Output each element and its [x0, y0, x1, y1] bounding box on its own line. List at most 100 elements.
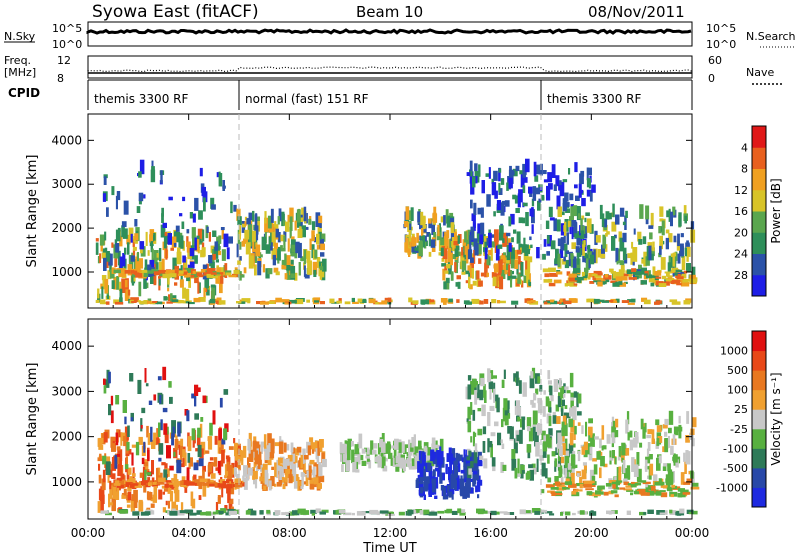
data-cell [290, 265, 296, 280]
data-cell [477, 509, 484, 515]
data-cell [633, 464, 639, 477]
data-cell [525, 472, 530, 480]
data-cell [565, 202, 570, 207]
data-cell [503, 252, 506, 258]
data-cell [581, 198, 586, 207]
data-cell [148, 400, 153, 405]
data-cell [139, 472, 144, 478]
data-cell [583, 480, 593, 484]
data-cell [222, 180, 225, 191]
data-cell [191, 428, 196, 441]
data-cell [280, 234, 285, 242]
data-cell [427, 455, 433, 460]
data-cell [642, 236, 647, 245]
data-cell [532, 186, 537, 201]
nsky-high-tick: 10^5 [52, 22, 82, 35]
data-cell [306, 470, 311, 478]
data-cell [577, 411, 582, 416]
data-cell [177, 272, 187, 276]
data-cell [513, 249, 519, 260]
data-cell [562, 259, 566, 265]
data-cell [169, 510, 178, 516]
data-cell [226, 461, 230, 472]
data-cell [107, 472, 110, 483]
data-cell [536, 458, 539, 472]
data-cell [617, 456, 621, 461]
data-cell [554, 476, 559, 482]
data-cell [601, 213, 605, 228]
data-cell [466, 172, 471, 176]
data-cell [520, 464, 525, 474]
data-cell [215, 467, 220, 471]
data-cell [485, 173, 490, 177]
data-cell [109, 480, 112, 490]
data-cell [405, 237, 409, 253]
data-cell [368, 298, 376, 304]
data-cell [550, 240, 556, 250]
data-cell [521, 280, 524, 288]
data-cell [130, 297, 139, 303]
data-cell [291, 451, 295, 463]
data-cell [453, 465, 458, 479]
data-cell [550, 487, 559, 490]
data-cell [433, 448, 438, 454]
data-cell [417, 211, 421, 223]
data-cell [498, 182, 501, 193]
data-cell [476, 481, 481, 492]
data-cell [473, 222, 476, 231]
data-cell [228, 503, 233, 513]
data-cell [661, 220, 665, 236]
data-cell [670, 445, 674, 455]
data-cell [106, 369, 110, 384]
data-cell [457, 508, 462, 514]
data-cell [263, 434, 267, 449]
data-cell [270, 476, 275, 486]
data-cell [448, 298, 453, 303]
colorbar-tick-label: 1000 [720, 345, 748, 358]
data-cell [187, 436, 192, 452]
data-cell [294, 448, 299, 456]
data-cell [268, 443, 271, 453]
data-cell [521, 470, 525, 474]
data-cell [370, 440, 374, 455]
data-cell [271, 231, 276, 247]
data-cell [593, 249, 596, 263]
data-cell [675, 273, 681, 279]
data-cell [665, 229, 670, 234]
data-cell [274, 510, 281, 515]
data-cell [568, 418, 574, 428]
data-cell [247, 301, 251, 304]
data-cell [111, 186, 115, 196]
data-cell [530, 399, 534, 405]
data-cell [575, 246, 580, 253]
data-cell [601, 425, 605, 440]
data-cell [663, 463, 668, 467]
data-cell [655, 491, 662, 496]
data-cell [102, 193, 106, 202]
data-cell [143, 462, 149, 467]
y-tick-label: 3000 [51, 177, 82, 191]
data-cell [549, 217, 555, 221]
data-cell [579, 173, 584, 185]
data-cell [361, 511, 370, 514]
data-cell [564, 386, 569, 390]
data-cell [548, 428, 553, 436]
data-cell [230, 201, 233, 214]
data-cell [610, 280, 618, 283]
x-tick-label: 12:00 [373, 526, 408, 540]
data-cell [507, 272, 513, 281]
data-cell [676, 276, 684, 280]
data-cell [671, 301, 681, 305]
data-cell [547, 380, 552, 385]
data-cell [208, 232, 211, 242]
data-cell [610, 490, 618, 494]
y-tick-label: 2000 [51, 430, 82, 444]
data-cell [214, 298, 220, 303]
data-cell [453, 241, 459, 246]
data-cell [567, 220, 571, 228]
data-cell [194, 393, 197, 407]
data-cell [161, 213, 164, 223]
data-cell [469, 235, 472, 250]
data-cell [124, 416, 127, 425]
